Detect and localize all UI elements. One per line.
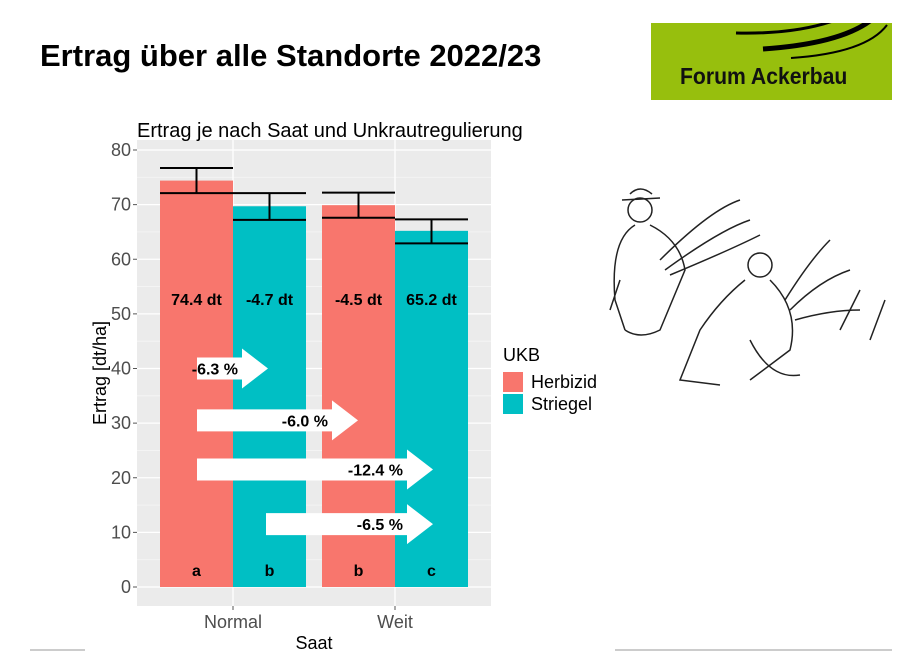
bar-value-label: -4.7 dt [246,292,294,309]
comparison-arrow [266,504,433,545]
y-tick-label: 80 [111,140,131,160]
bar-herbizid [160,180,233,587]
y-tick-label: 0 [121,577,131,597]
bar-value-label: -4.5 dt [335,292,383,309]
logo-text: Forum Ackerbau [680,63,848,89]
significance-letter: c [427,563,436,580]
y-axis-label: Ertrag [dt/ha] [90,321,110,425]
footer-divider-left [30,649,85,651]
chart-title: Ertrag je nach Saat und Unkrautregulieru… [137,120,523,142]
x-tick-label: Weit [377,612,413,632]
legend-label: Herbizid [531,372,597,392]
legend-swatch-striegel [503,394,523,414]
y-tick-label: 10 [111,522,131,542]
arrow-percent-label: -6.3 % [192,362,238,379]
legend-swatch-herbizid [503,372,523,392]
slide-title: Ertrag über alle Standorte 2022/23 [40,38,542,73]
arrow-percent-label: -12.4 % [348,463,403,480]
x-tick-label: Normal [204,612,262,632]
footer-divider-right [615,649,892,651]
y-tick-label: 30 [111,413,131,433]
comparison-arrow [197,449,433,490]
x-axis-label: Saat [295,633,332,653]
y-tick-label: 70 [111,195,131,215]
y-tick-label: 50 [111,304,131,324]
legend-label: Striegel [531,394,592,414]
bar-value-label: 74.4 dt [171,292,222,309]
significance-letter: b [265,563,275,580]
significance-letter: a [192,563,201,580]
forum-ackerbau-logo: Forum Ackerbau [651,23,892,100]
y-tick-label: 60 [111,249,131,269]
significance-letter: b [354,563,364,580]
comparison-arrow [197,400,358,441]
y-tick-label: 20 [111,468,131,488]
logo-swoosh-icon [735,23,888,59]
harvest-workers-sketch-icon [609,188,886,386]
bar-value-label: 65.2 dt [406,292,457,309]
arrow-percent-label: -6.5 % [357,517,403,534]
arrow-percent-label: -6.0 % [282,413,328,430]
comparison-arrow [197,348,268,389]
legend-title: UKB [503,345,540,365]
y-tick-label: 40 [111,359,131,379]
